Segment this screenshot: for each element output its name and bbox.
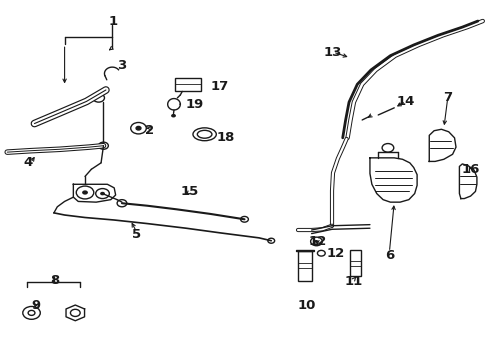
Text: 9: 9 xyxy=(32,299,41,312)
Text: 13: 13 xyxy=(323,46,342,59)
Bar xyxy=(350,249,361,276)
Text: 3: 3 xyxy=(117,59,126,72)
Text: 8: 8 xyxy=(50,274,60,287)
Text: 7: 7 xyxy=(442,91,451,104)
Text: 15: 15 xyxy=(181,185,199,198)
Bar xyxy=(175,78,201,91)
Polygon shape xyxy=(66,305,84,321)
Polygon shape xyxy=(458,164,476,199)
Polygon shape xyxy=(369,158,416,202)
Circle shape xyxy=(314,240,318,243)
Text: 12: 12 xyxy=(326,247,345,260)
Polygon shape xyxy=(428,129,455,161)
Text: 10: 10 xyxy=(297,299,315,312)
Text: 2: 2 xyxy=(145,124,154,137)
Text: 19: 19 xyxy=(185,99,203,112)
Text: 17: 17 xyxy=(210,80,228,93)
Text: 6: 6 xyxy=(384,248,393,261)
Text: 5: 5 xyxy=(132,228,141,241)
Circle shape xyxy=(171,114,176,117)
Text: 12: 12 xyxy=(307,235,326,248)
Text: 16: 16 xyxy=(461,163,479,176)
Ellipse shape xyxy=(197,130,211,138)
Text: 18: 18 xyxy=(216,131,235,144)
Text: 4: 4 xyxy=(23,156,33,169)
Circle shape xyxy=(100,192,105,195)
Text: 1: 1 xyxy=(108,14,118,27)
Circle shape xyxy=(82,190,88,195)
Circle shape xyxy=(136,126,141,130)
Bar xyxy=(297,251,311,281)
Polygon shape xyxy=(73,184,116,202)
Text: 11: 11 xyxy=(344,275,362,288)
Text: 14: 14 xyxy=(396,95,414,108)
